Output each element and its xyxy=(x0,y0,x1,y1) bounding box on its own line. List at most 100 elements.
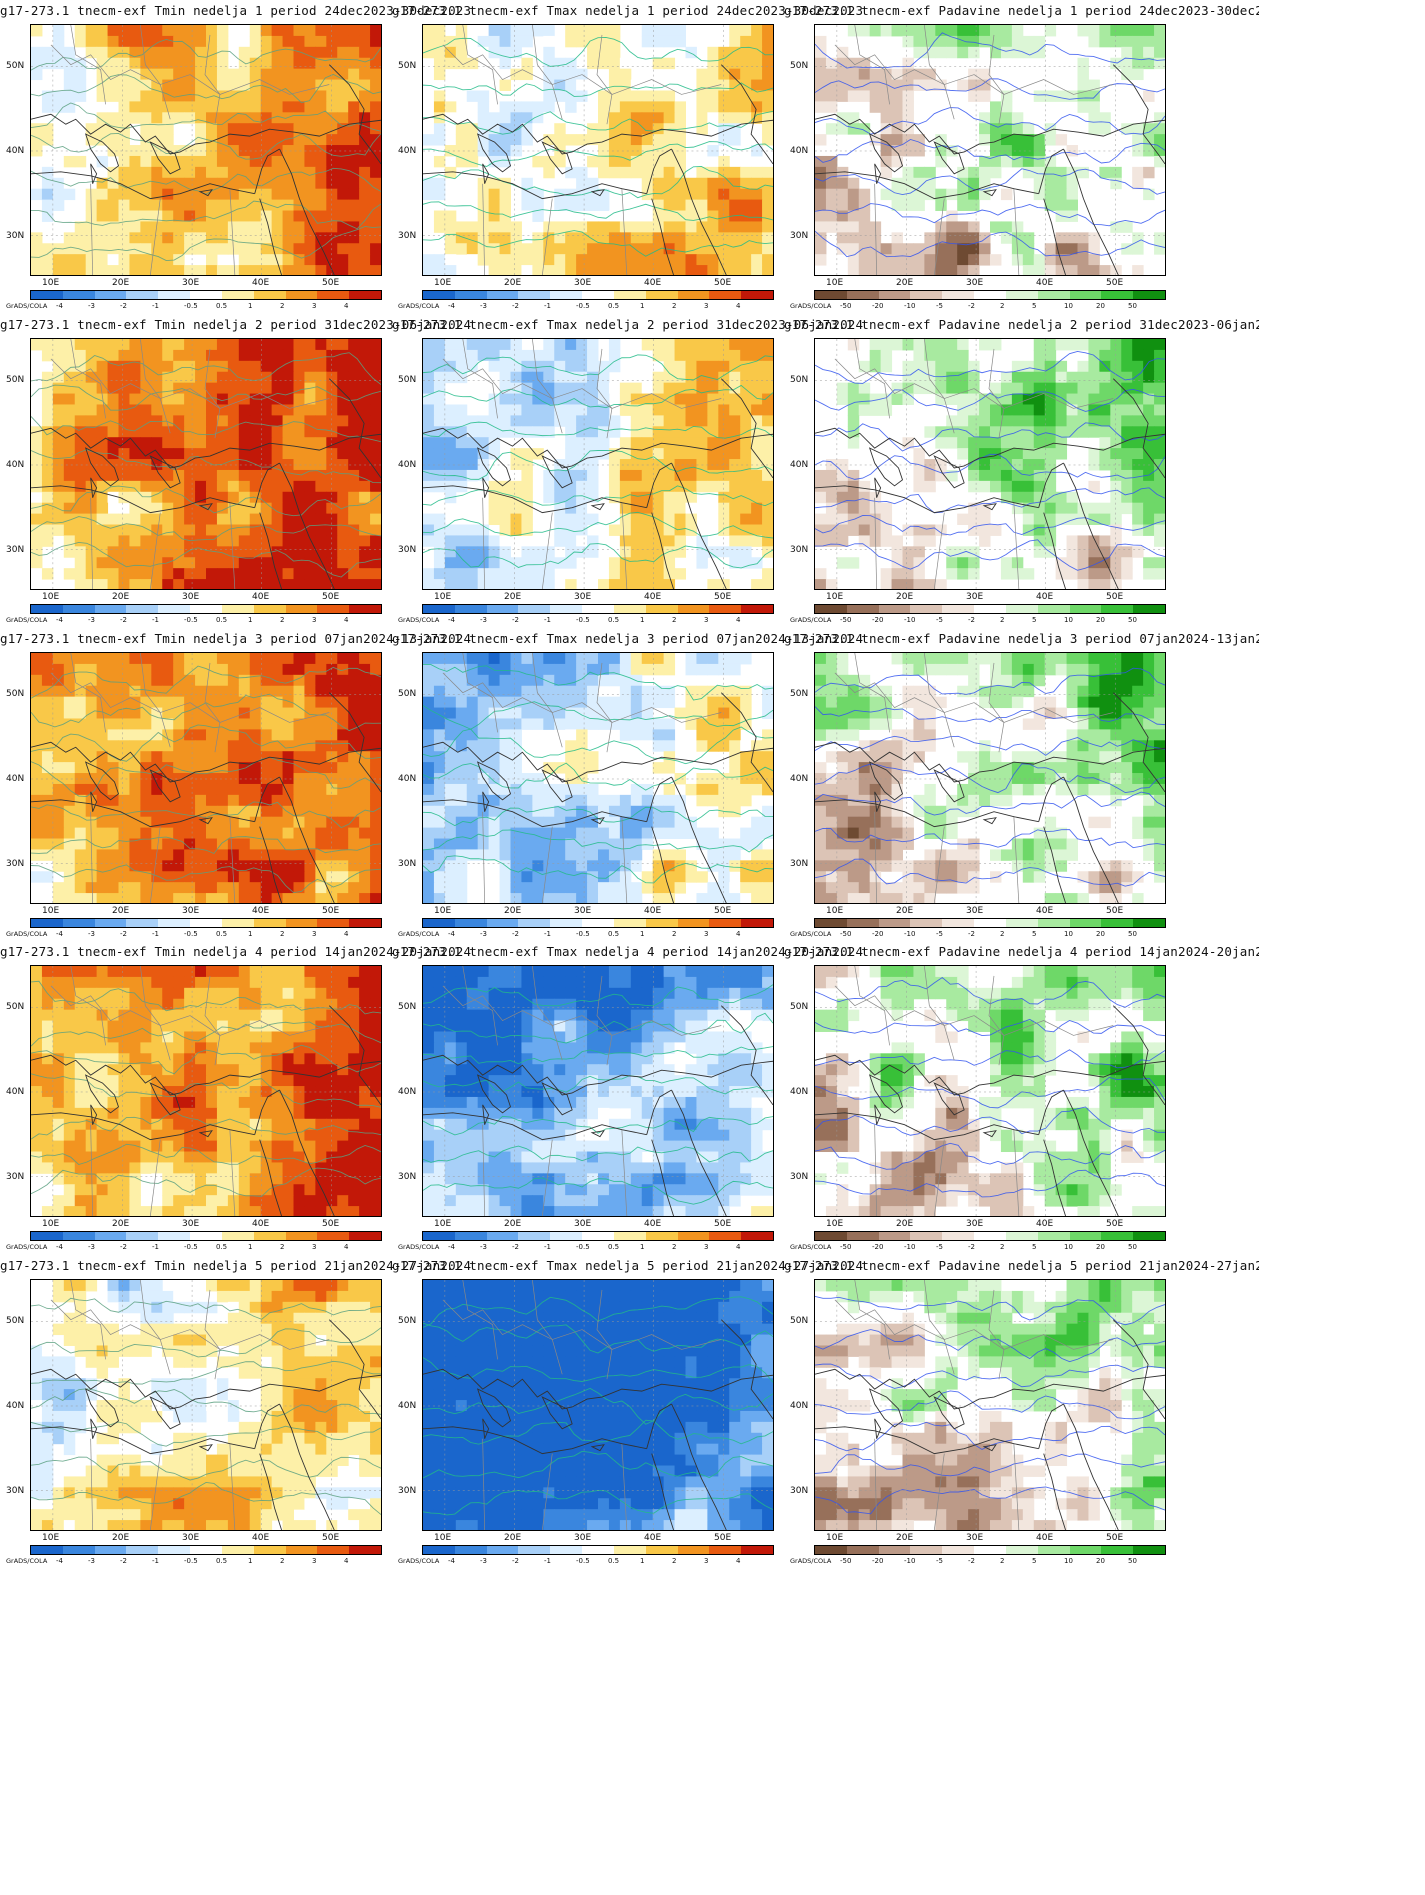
latitude-label: 40N xyxy=(6,1401,25,1411)
colorbar-swatch xyxy=(613,291,646,299)
longitude-label: 40E xyxy=(1036,592,1054,602)
colorbar-swatch xyxy=(486,605,519,613)
colorbar-swatch xyxy=(190,919,222,927)
colorbar-swatch xyxy=(1005,291,1038,299)
colorbar-swatch xyxy=(550,1232,583,1240)
colorbar-swatch xyxy=(1037,1546,1070,1554)
colorbar-swatch xyxy=(582,605,614,613)
colorbar-swatch xyxy=(126,1232,159,1240)
colorbar-swatch xyxy=(423,605,455,613)
colorbar-swatch xyxy=(878,1546,911,1554)
map-panel-precip-week-1: g17-273.1 tnecm-exf Padavine nedelja 1 p… xyxy=(784,0,1259,379)
tmin-anomaly-map xyxy=(30,338,382,590)
colorbar-swatch xyxy=(221,1546,254,1554)
colorbar-swatch xyxy=(285,1546,318,1554)
longitude-label: 40E xyxy=(252,278,270,288)
colorbar-swatch xyxy=(741,605,773,613)
colorbar-swatch xyxy=(317,1546,350,1554)
latitude-label: 50N xyxy=(790,61,809,71)
colorbar-tick-label: -10 xyxy=(904,930,916,938)
colorbar xyxy=(814,290,1166,300)
colorbar-tick-label: -5 xyxy=(936,302,943,310)
colorbar-tick-label: -2 xyxy=(512,616,519,624)
longitude-label: 30E xyxy=(574,592,592,602)
latitude-label: 30N xyxy=(398,1172,417,1182)
longitude-label: 50E xyxy=(1106,278,1124,288)
colorbar-swatch xyxy=(741,291,773,299)
colorbar-tick-label: 3 xyxy=(312,1243,317,1251)
colorbar-tick-label: 2 xyxy=(1000,1243,1005,1251)
colorbar-swatch xyxy=(423,1546,455,1554)
tmin-anomaly-map xyxy=(30,965,382,1217)
longitude-label: 50E xyxy=(322,906,340,916)
colorbar-swatch xyxy=(846,605,879,613)
latitude-label: 30N xyxy=(790,859,809,869)
longitude-label: 30E xyxy=(574,278,592,288)
latitude-label: 40N xyxy=(6,774,25,784)
longitude-label: 20E xyxy=(504,278,522,288)
colorbar-swatch xyxy=(846,919,879,927)
panel-title: g17-273.1 tnecm-exf Tmax nedelja 1 perio… xyxy=(392,3,864,18)
tmax-anomaly-map xyxy=(422,24,774,276)
map-panel-precip-week-2: g17-273.1 tnecm-exf Padavine nedelja 2 p… xyxy=(784,314,1259,693)
colorbar-tick-label: 2 xyxy=(672,1243,677,1251)
colorbar-swatch xyxy=(31,1546,63,1554)
colorbar-tick-label: 1 xyxy=(640,930,645,938)
longitude-label: 10E xyxy=(826,592,844,602)
colorbar-swatch xyxy=(285,605,318,613)
colorbar-tick-label: 1 xyxy=(640,616,645,624)
colorbar-tick-label: -1 xyxy=(544,1557,551,1565)
latitude-label: 50N xyxy=(398,61,417,71)
panel-title: g17-273.1 tnecm-exf Padavine nedelja 3 p… xyxy=(784,631,1259,646)
colorbar-swatch xyxy=(677,1232,710,1240)
colorbar-tick-label: 2 xyxy=(280,1557,285,1565)
colorbar-tick-label: -50 xyxy=(840,1243,852,1251)
colorbar-tick-label: -0.5 xyxy=(184,1243,198,1251)
colorbar-swatch xyxy=(846,1232,879,1240)
colorbar-tick-label: 3 xyxy=(312,1557,317,1565)
longitude-label: 10E xyxy=(434,906,452,916)
colorbar-swatch xyxy=(815,1232,847,1240)
colorbar-swatch xyxy=(1069,1546,1102,1554)
precip-anomaly-map xyxy=(814,338,1166,590)
colorbar-swatch xyxy=(253,1232,286,1240)
longitude-label: 50E xyxy=(714,1219,732,1229)
map-panel-tmin-week-2: g17-273.1 tnecm-exf Tmin nedelja 2 perio… xyxy=(0,314,475,693)
colorbar-tick-label: -3 xyxy=(88,616,95,624)
colorbar-tick-label: 3 xyxy=(704,302,709,310)
colorbar-swatch xyxy=(942,605,975,613)
colorbar-tick-label: -3 xyxy=(88,1243,95,1251)
colorbar-tick-label: 0.5 xyxy=(608,1243,620,1251)
colorbar-swatch xyxy=(942,291,975,299)
colorbar-swatch xyxy=(709,1546,742,1554)
colorbar-swatch xyxy=(582,291,614,299)
colorbar-swatch xyxy=(454,919,487,927)
longitude-label: 10E xyxy=(826,906,844,916)
colorbar-tick-label: -2 xyxy=(512,930,519,938)
colorbar-tick-label: -2 xyxy=(512,302,519,310)
longitude-label: 20E xyxy=(504,1219,522,1229)
colorbar-tick-label: -20 xyxy=(872,616,884,624)
grads-credit: GrADS/COLA xyxy=(398,302,440,310)
colorbar-tick-label: 10 xyxy=(1064,1243,1073,1251)
longitude-label: 40E xyxy=(252,592,270,602)
colorbar-swatch xyxy=(878,1232,911,1240)
tmax-anomaly-map xyxy=(422,1279,774,1531)
tmin-anomaly-map xyxy=(30,652,382,904)
colorbar xyxy=(422,1545,774,1555)
map-canvas xyxy=(815,966,1165,1216)
latitude-label: 30N xyxy=(6,545,25,555)
colorbar-tick-label: -2 xyxy=(968,1243,975,1251)
colorbar-swatch xyxy=(158,1232,191,1240)
colorbar-tick-label: -4 xyxy=(56,930,63,938)
colorbar-swatch xyxy=(582,919,614,927)
latitude-label: 50N xyxy=(790,689,809,699)
colorbar-tick-label: 20 xyxy=(1096,616,1105,624)
longitude-label: 30E xyxy=(966,592,984,602)
longitude-label: 50E xyxy=(322,1533,340,1543)
colorbar-swatch xyxy=(709,605,742,613)
colorbar-swatch xyxy=(709,919,742,927)
colorbar-tick-label: -2 xyxy=(968,930,975,938)
colorbar-tick-label: 50 xyxy=(1128,616,1137,624)
colorbar-swatch xyxy=(1133,291,1165,299)
